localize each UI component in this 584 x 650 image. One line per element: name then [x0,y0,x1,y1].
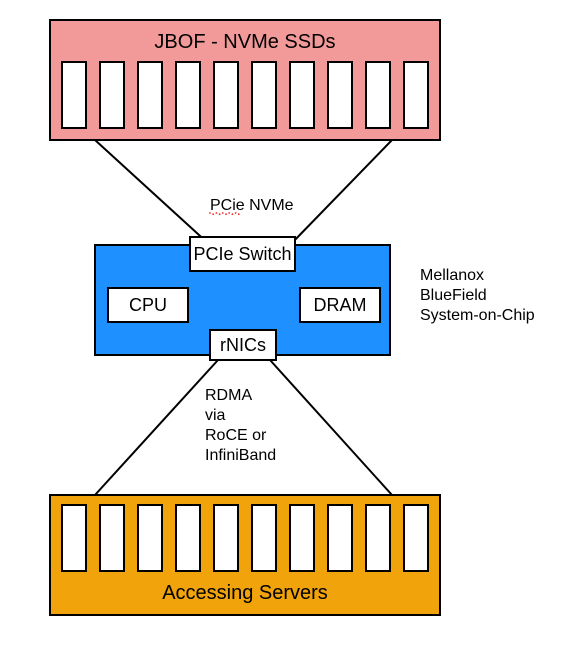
jbof-block-slot [214,62,238,128]
cpu-label: CPU [129,295,167,315]
jbof-block-slot [176,62,200,128]
jbof-block-slot [62,62,86,128]
pcie-nvme-label: PCie NVMe [210,197,294,214]
servers-block-title: Accessing Servers [162,582,328,604]
servers-block-slot [290,505,314,571]
servers-block-slot [366,505,390,571]
soc-side-label: System-on-Chip [420,307,535,324]
soc-side-label: Mellanox [420,267,484,284]
jbof-block-title: JBOF - NVMe SSDs [154,31,335,53]
jbof-block: JBOF - NVMe SSDs [50,20,440,140]
rnics-label: rNICs [220,335,266,355]
jbof-block-slot [290,62,314,128]
spellcheck-dot [209,212,211,214]
architecture-diagram: JBOF - NVMe SSDs PCie NVMe PCIe Switch CPU D… [0,0,584,650]
servers-block-slot [100,505,124,571]
spellcheck-dot [228,212,230,214]
rdma-label: via [205,407,226,424]
jbof-block-slot [252,62,276,128]
spellcheck-dot [225,213,227,215]
rdma-label: RDMA [205,387,252,404]
rdma-label: RoCE or [205,427,267,444]
servers-block-slot [62,505,86,571]
jbof-block-slot [138,62,162,128]
servers-block-slot [252,505,276,571]
pcie-switch-label: PCIe Switch [193,244,291,264]
dram-label: DRAM [314,295,367,315]
spellcheck-dot [238,213,240,215]
soc-side-label: BlueField [420,287,487,304]
servers-block-slot [328,505,352,571]
jbof-block-slot [328,62,352,128]
spellcheck-dot [222,212,224,214]
servers-block-slot [138,505,162,571]
rdma-label: InfiniBand [205,447,276,464]
spellcheck-dot [232,213,234,215]
spellcheck-dot [219,213,221,215]
jbof-block-slot [100,62,124,128]
servers-block-slot [176,505,200,571]
servers-block: Accessing Servers [50,495,440,615]
servers-block-slot [404,505,428,571]
servers-block-slot [214,505,238,571]
jbof-block-slot [366,62,390,128]
spellcheck-dot [212,213,214,215]
jbof-block-slot [404,62,428,128]
spellcheck-dot [235,212,237,214]
spellcheck-dot [216,212,218,214]
